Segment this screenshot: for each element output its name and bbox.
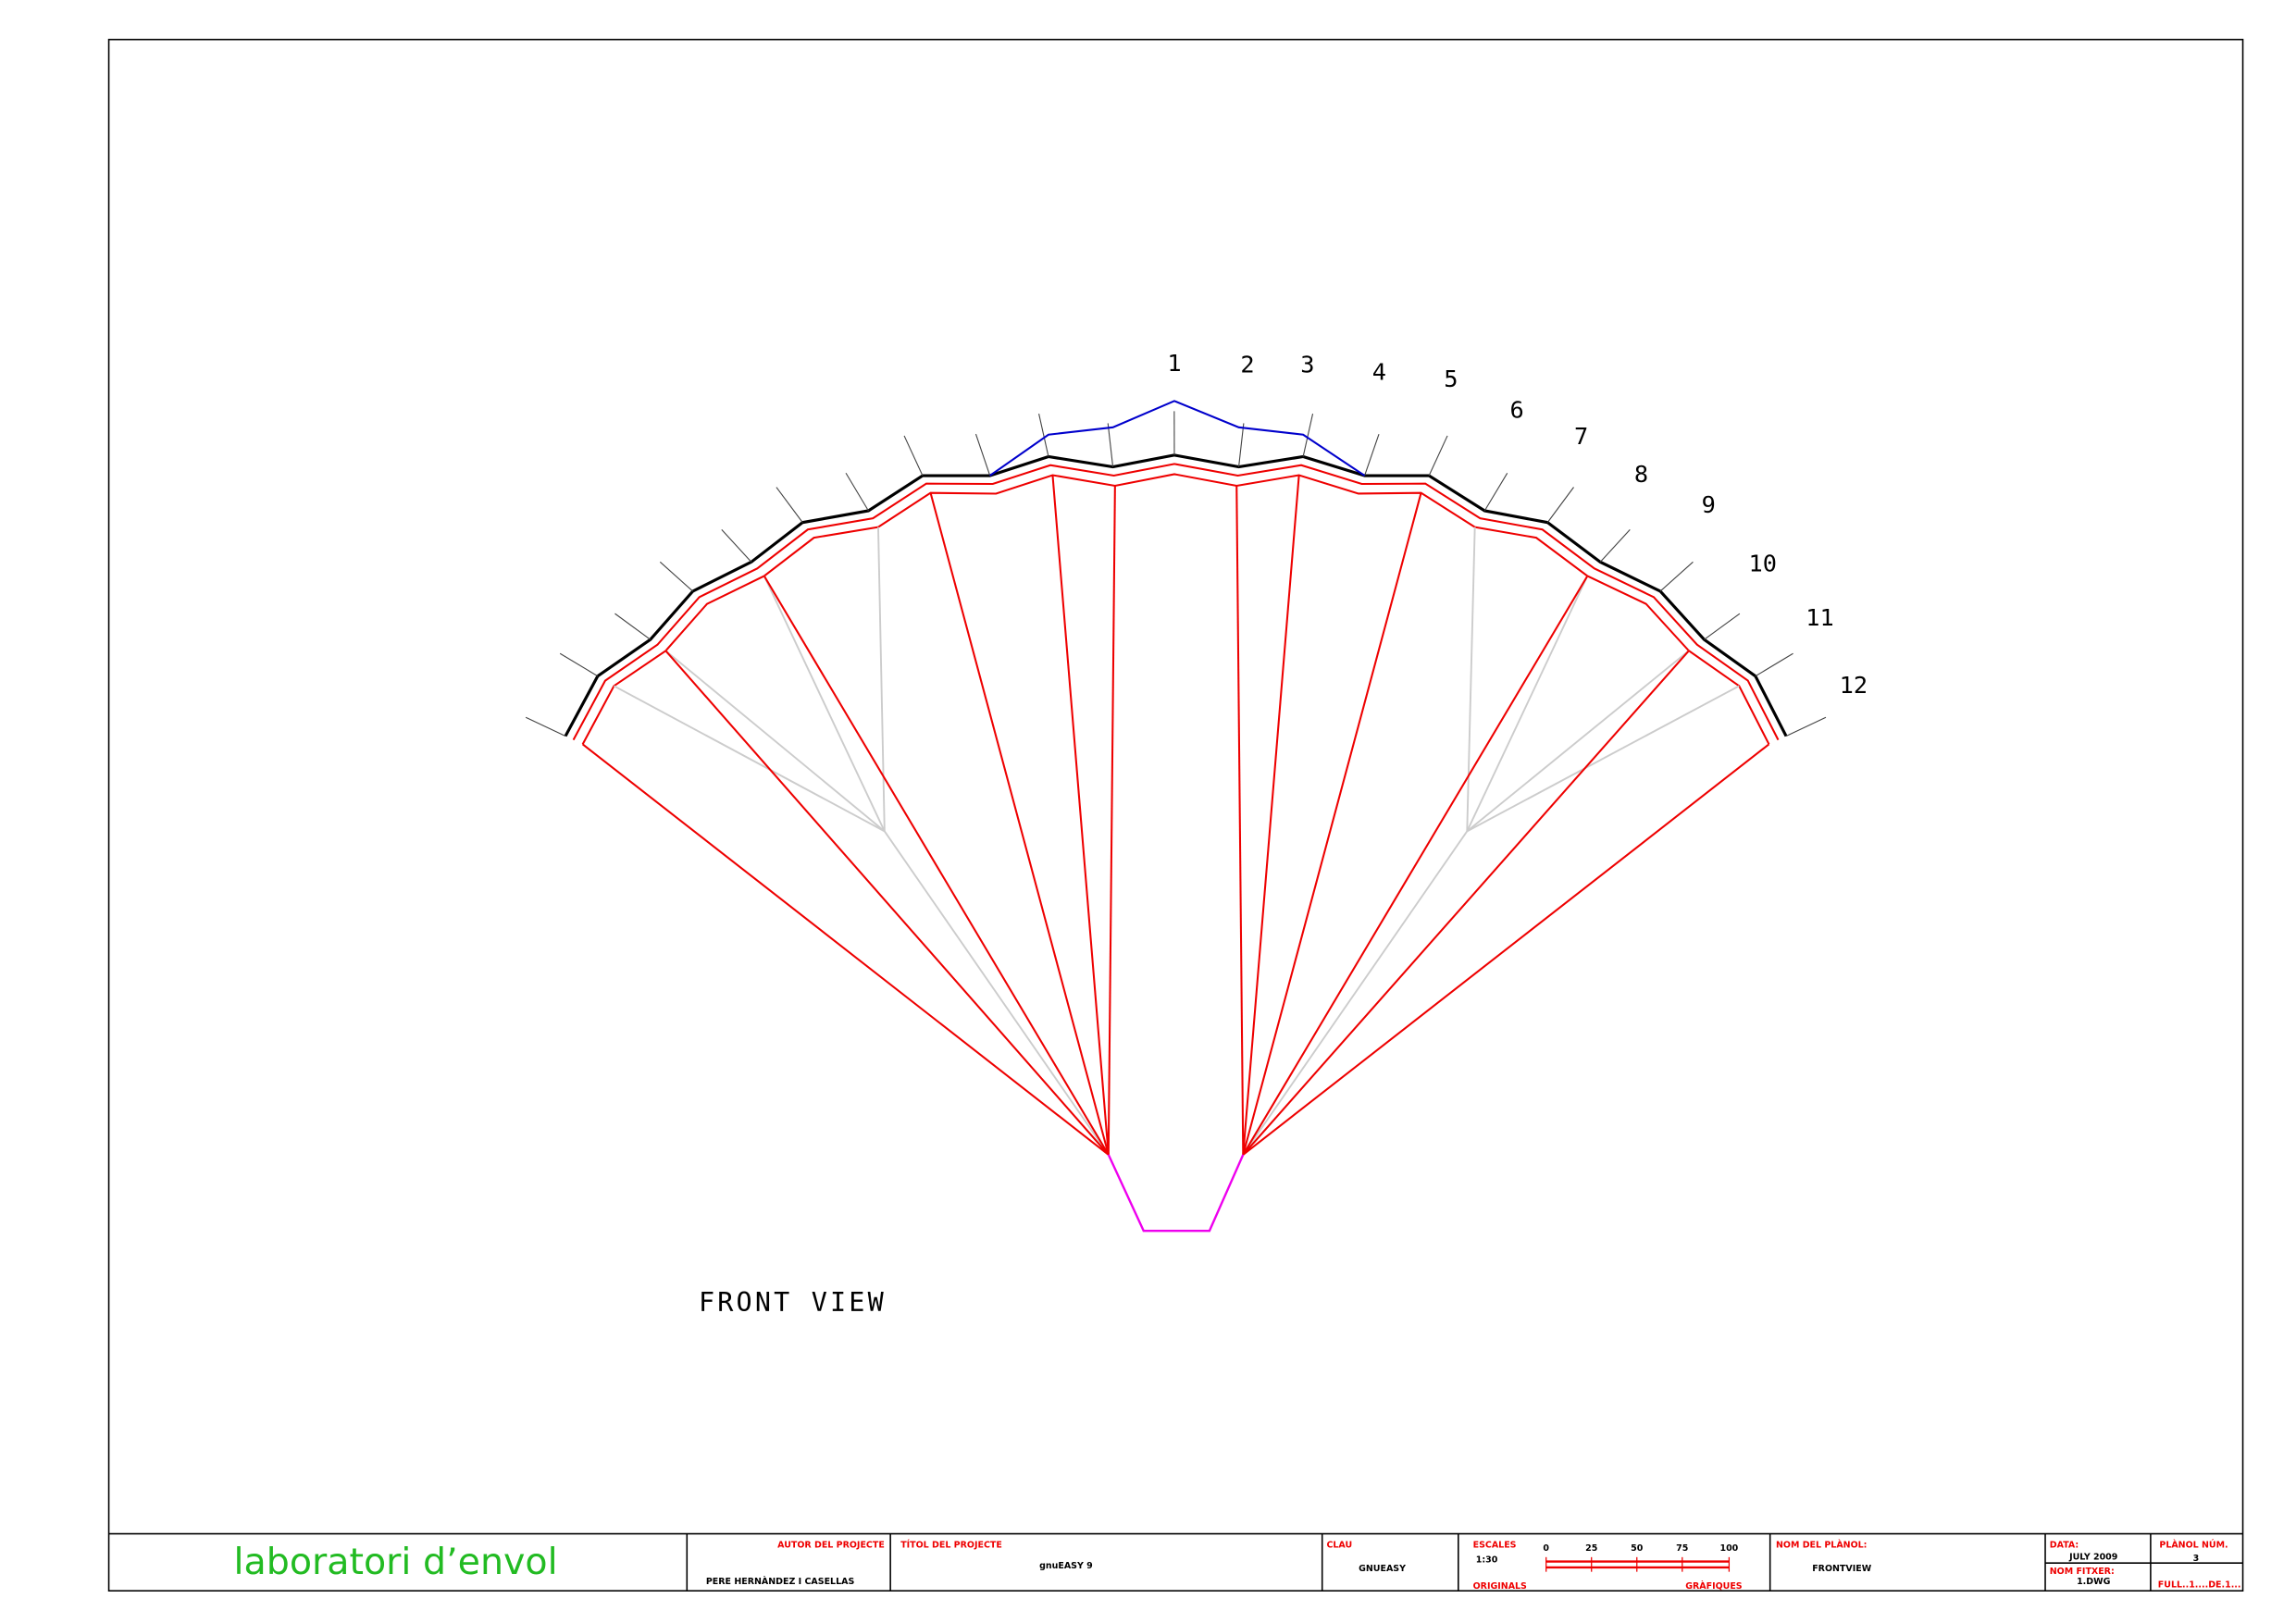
rib-extension: [721, 529, 752, 563]
sheet-frame: [107, 38, 2244, 1592]
rib-extension: [1785, 716, 1827, 737]
gray-line: [1466, 527, 1476, 832]
red-ray: [1242, 475, 1300, 1155]
gray-line: [1466, 576, 1589, 832]
rib-extension: [1107, 423, 1114, 467]
red-ray: [1242, 492, 1422, 1156]
rib-extension: [1659, 561, 1694, 592]
red-ray: [1242, 743, 1770, 1156]
red-ray: [929, 492, 1110, 1156]
key: GNUEASY: [1359, 1564, 1406, 1574]
red-ray: [1242, 650, 1690, 1156]
rib-extension: [1364, 433, 1380, 477]
view-title: FRONT VIEW: [699, 1287, 887, 1318]
rib-extension: [1704, 613, 1741, 640]
rib-label: 10: [1749, 550, 1777, 576]
plan-name-label: NOM DEL PLÀNOL:: [1776, 1540, 1867, 1551]
rib-label: 9: [1702, 491, 1716, 518]
rib-extension: [1599, 529, 1631, 563]
scale-tick-label: 75: [1676, 1543, 1688, 1554]
red-ray: [1235, 485, 1245, 1155]
gray-line: [1466, 650, 1690, 833]
rib-extension: [1755, 652, 1793, 677]
rib-extension: [845, 472, 869, 512]
title-block: laboratori d’envol AUTOR DEL PROJECTE PERE…: [108, 1532, 2243, 1592]
author: PERE HERNÀNDEZ I CASELLAS: [706, 1576, 855, 1587]
rib-extension: [776, 487, 803, 523]
scale-tick-label: 25: [1585, 1543, 1597, 1554]
plan-name: FRONTVIEW: [1812, 1564, 1872, 1574]
sheet: FULL..1....DE.1...: [2158, 1580, 2241, 1590]
rib-extension: [1038, 414, 1049, 457]
scale: 1:30: [1476, 1555, 1498, 1565]
profile-outer: [564, 453, 1788, 737]
rib-label: 6: [1509, 396, 1523, 423]
rib-extension: [559, 652, 599, 677]
rib-extension: [1428, 435, 1448, 477]
rib-extension: [1238, 423, 1245, 467]
scale-tick-label: 50: [1631, 1543, 1644, 1554]
file: 1.DWG: [2077, 1577, 2110, 1587]
blue-profile: [989, 400, 1366, 477]
gray-line: [664, 650, 886, 833]
rib-extension: [659, 561, 693, 592]
scale-tick-label: 0: [1543, 1543, 1549, 1554]
pilot-outline: [1107, 1154, 1245, 1233]
scale-tick-label: 100: [1720, 1543, 1739, 1554]
gray-line: [877, 527, 886, 832]
red-ray: [763, 575, 1110, 1156]
rib-label: 11: [1806, 604, 1833, 631]
rib-extension: [974, 433, 991, 477]
file-label: NOM FITXER:: [2050, 1567, 2115, 1577]
rib-extension: [903, 435, 924, 477]
graphics-label: GRÀFIQUES: [1685, 1580, 1743, 1592]
red-ray: [581, 743, 1110, 1156]
red-ray: [1107, 485, 1116, 1155]
rib-extension: [1483, 473, 1508, 512]
project-label: TÍTOL DEL PROJECTE: [900, 1540, 1002, 1551]
red-ray: [1242, 575, 1589, 1156]
red-ray: [664, 650, 1110, 1156]
rib-extension: [614, 613, 652, 640]
project: gnuEASY 9: [1039, 1561, 1093, 1571]
author-label: AUTOR DEL PROJECTE: [777, 1541, 885, 1551]
rib-label: 3: [1300, 351, 1314, 378]
rib-label: 12: [1840, 672, 1868, 699]
profile-red-2: [581, 473, 1770, 745]
rib-label: 5: [1444, 365, 1458, 392]
date-label: DATA:: [2050, 1541, 2079, 1551]
rib-extension: [1302, 414, 1314, 457]
key-label: CLAU: [1326, 1541, 1352, 1551]
company: laboratori d’envol: [234, 1541, 558, 1583]
rib-label: 8: [1634, 461, 1648, 488]
originals-label: ORIGINALS: [1473, 1581, 1527, 1592]
rib-extension: [1546, 487, 1574, 523]
profile-red-1: [572, 463, 1780, 741]
rib-label: 7: [1574, 423, 1588, 450]
gray-line: [884, 830, 1110, 1156]
rib-label: 1: [1167, 350, 1181, 377]
gray-line: [613, 685, 886, 833]
plan-number: 3: [2193, 1554, 2200, 1564]
rib-label: 4: [1372, 358, 1386, 385]
gray-line: [763, 576, 886, 832]
plan-number-label: PLÀNOL NÚM.: [2159, 1540, 2228, 1551]
gray-line: [1242, 830, 1469, 1156]
red-ray: [1051, 475, 1110, 1155]
gray-line: [1466, 685, 1740, 833]
rib-label: 2: [1240, 351, 1254, 378]
rib-extension: [525, 716, 566, 737]
date: JULY 2009: [2068, 1552, 2117, 1562]
scales-label: ESCALES: [1473, 1541, 1517, 1551]
